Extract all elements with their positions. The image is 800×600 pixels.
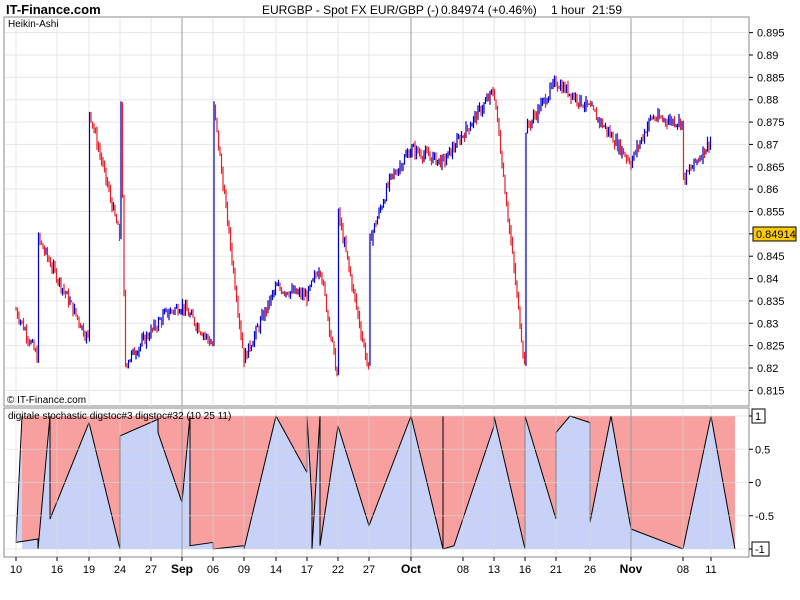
interval-label: 1 hour: [551, 3, 585, 17]
stochastic-axis-label: 0: [755, 478, 761, 490]
stochastic-axis-box: [751, 541, 770, 557]
price-axis-label: 0.865: [757, 162, 785, 174]
price-candles: [15, 75, 712, 377]
x-axis-label: Nov: [620, 562, 643, 576]
stochastic-axis-label: -1: [755, 544, 765, 556]
price-axis-label: 0.87: [757, 139, 778, 151]
x-axis-label: 08: [677, 564, 689, 576]
x-axis-label: 16: [51, 564, 63, 576]
price-axis-label: 0.89: [757, 50, 778, 62]
price-axis-label: 0.83: [757, 318, 778, 330]
x-axis-label: Sep: [171, 562, 193, 576]
price-axis-label: 0.885: [757, 72, 785, 84]
stochastic-axis-label: -0.5: [755, 511, 774, 523]
price-axis-label: 0.815: [757, 385, 785, 397]
time-label: 21:59: [592, 3, 622, 17]
price-axis: 0.895 0.89 0.885 0.88 0.875 0.87 0.865 0.86 0.85…: [749, 28, 785, 397]
x-axis-label: 22: [332, 564, 344, 576]
price-axis-label: 0.895: [757, 28, 785, 40]
x-axis-label: 21: [550, 564, 562, 576]
current-price-value: 0.84914: [756, 229, 796, 241]
indicator-label: digitale stochastic digstoc#3 digstoc#32…: [8, 411, 231, 422]
x-axis-label: 10: [10, 564, 22, 576]
stochastic-axis-label: 0.5: [755, 444, 770, 456]
x-axis-label: 19: [83, 564, 95, 576]
x-axis-label: 09: [238, 564, 250, 576]
x-axis-label: 26: [584, 564, 596, 576]
price-change: 0.84974 (+0.46%): [441, 3, 537, 17]
current-price-tag-box: [752, 226, 797, 242]
price-axis-label: 0.88: [757, 95, 778, 107]
x-axis-label: 13: [488, 564, 500, 576]
stochastic-grid: [5, 409, 749, 557]
watermark-label: © IT-Finance.com: [7, 395, 86, 406]
price-axis-label: 0.855: [757, 207, 785, 219]
price-axis-label: 0.825: [757, 341, 785, 353]
brand-title: IT-Finance.com: [6, 2, 101, 17]
price-axis-label: 0.86: [757, 184, 778, 196]
price-axis-label: 0.82: [757, 363, 778, 375]
chart-style-label: Heikin-Ashi: [8, 19, 59, 30]
price-axis-label: 0.835: [757, 296, 785, 308]
x-axis-label: 27: [145, 564, 157, 576]
current-price-tag: 0.84914: [752, 226, 797, 242]
x-axis-label: 08: [457, 564, 469, 576]
symbol-title: EURGBP - Spot FX EUR/GBP (-): [262, 3, 439, 17]
price-axis-label: 0.845: [757, 251, 785, 263]
price-axis-label: 0.84: [757, 274, 778, 286]
x-axis-label: Oct: [401, 562, 421, 576]
x-axis: 10 16 19 24 27 Sep 06 09 14 17 22 27 Oct 08 13 16 21 26 No…: [10, 557, 717, 576]
x-axis-label: 24: [114, 564, 126, 576]
stochastic-axis: 1 0.5 0 -0.5 -1: [749, 408, 774, 557]
x-axis-label: 11: [705, 564, 716, 576]
x-axis-label: 06: [207, 564, 219, 576]
x-axis-label: 27: [363, 564, 375, 576]
price-axis-label: 0.875: [757, 117, 785, 129]
stochastic-axis-label: 1: [755, 411, 761, 423]
stochastic-axis-box: [751, 408, 766, 424]
x-axis-label: 16: [519, 564, 531, 576]
x-axis-label: 17: [301, 564, 313, 576]
x-axis-label: 14: [270, 564, 282, 576]
price-grid: [5, 18, 749, 406]
